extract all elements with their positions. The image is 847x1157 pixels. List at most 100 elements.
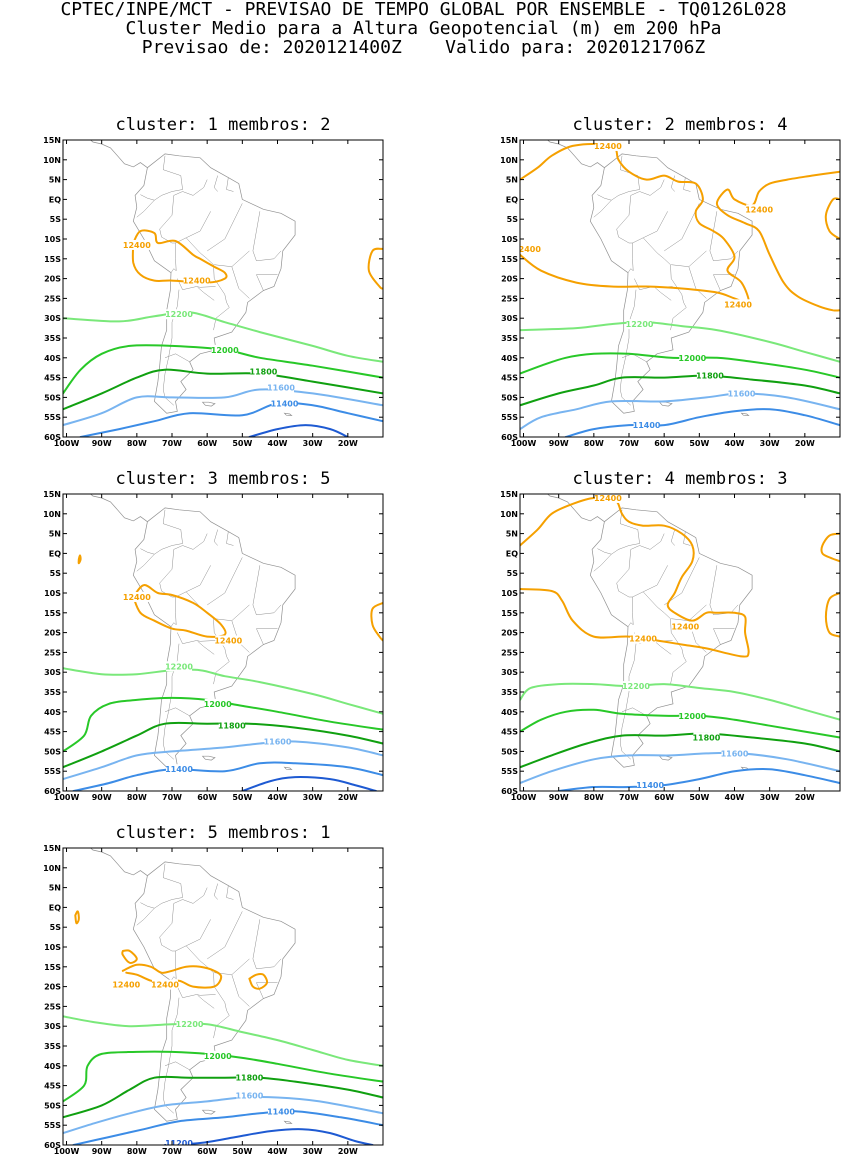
lon-tick-label: 60W [197, 1147, 217, 1156]
contour-line [79, 401, 383, 437]
contour-label: 12200 [626, 320, 654, 329]
lon-tick-label: 100W [54, 1147, 80, 1156]
contour-label-bg [679, 352, 706, 363]
political-border [231, 604, 250, 653]
political-border [611, 509, 640, 555]
contour-line [77, 554, 82, 565]
lat-tick-label: 55S [44, 1121, 61, 1130]
lat-tick-label: 15N [43, 136, 61, 145]
map-frame [519, 493, 841, 792]
island-south-georgia [283, 1120, 293, 1125]
lat-tick-label: 5N [49, 530, 61, 539]
lat-tick-label: 30S [501, 314, 518, 323]
lon-tick-label: 60W [654, 439, 674, 448]
lat-tick-label: 5S [50, 215, 62, 224]
political-border [197, 995, 215, 1009]
political-border [226, 885, 234, 900]
lon-tick-label: 100W [511, 439, 537, 448]
contour-line [63, 1050, 383, 1103]
map-frame [519, 139, 841, 438]
political-border [197, 287, 215, 301]
lat-tick-label: 5S [50, 569, 62, 578]
lat-tick-label: 15N [500, 136, 518, 145]
contour-line [715, 170, 840, 312]
political-border [170, 597, 177, 627]
coastline-central-america [90, 494, 148, 522]
contour-label: 12400 [745, 205, 773, 214]
contour-label-bg [166, 661, 193, 672]
contour-label: 12000 [204, 700, 232, 709]
lat-tick-label: 25S [501, 294, 518, 303]
lat-tick-label: EQ [506, 549, 518, 558]
coastline-south-america [132, 861, 296, 1122]
map-frame [62, 847, 384, 1146]
map-panel-1: cluster: 1 membros: 2 12400 12400 12200 1200… [43, 114, 384, 448]
lat-tick-label: 35S [44, 1042, 61, 1051]
contour-label-bg [166, 764, 193, 775]
lat-tick-label: 60S [44, 433, 61, 442]
political-border [671, 618, 689, 621]
political-border [619, 643, 637, 760]
contour-label: 11400 [633, 421, 661, 430]
political-border [175, 591, 230, 673]
lat-tick-label: 45S [44, 1082, 61, 1091]
lon-tick-label: 20W [338, 793, 358, 802]
political-border [593, 548, 612, 572]
lat-tick-label: 40S [501, 354, 518, 363]
island-south-georgia [283, 412, 293, 417]
political-border [642, 565, 668, 593]
lon-tick-label: 90W [92, 793, 112, 802]
lat-tick-label: 55S [501, 767, 518, 776]
contour-label: 11800 [250, 368, 278, 377]
lat-tick-label: 60S [501, 787, 518, 796]
political-border [256, 274, 278, 291]
political-border [185, 211, 211, 239]
political-border [213, 529, 218, 546]
contour-label-bg [626, 319, 653, 330]
lon-tick-label: 70W [162, 1147, 182, 1156]
map-panel-4: cluster: 4 membros: 3 12400 12400 12400 1220… [500, 469, 841, 802]
contour-line [72, 1110, 383, 1145]
contour-label-bg [268, 1106, 295, 1117]
political-border [164, 1061, 190, 1071]
lat-tick-label: 45S [501, 374, 518, 383]
coastline-caribbean [107, 114, 116, 137]
political-border [627, 597, 634, 627]
lon-tick-label: 50W [689, 793, 709, 802]
lat-tick-label: 55S [44, 413, 61, 422]
contour-line [63, 696, 383, 753]
lat-tick-label: 60S [501, 433, 518, 442]
lat-tick-label: 15N [43, 844, 61, 853]
map-content: 12400 12400 12200 12000 11800 11600 11400 [63, 114, 383, 437]
lon-tick-label: 90W [549, 793, 569, 802]
lon-tick-label: 70W [619, 439, 639, 448]
political-border [214, 618, 232, 621]
contour-label-bg [696, 370, 723, 381]
contour-line [520, 708, 840, 739]
lon-tick-label: 30W [303, 1147, 323, 1156]
contour-label-bg [123, 591, 150, 602]
contour-label-bg [520, 243, 541, 254]
contour-label: 11600 [721, 749, 749, 758]
lon-tick-label: 60W [654, 793, 674, 802]
contour-label: 12000 [204, 1052, 232, 1061]
contour-label: 11600 [728, 389, 756, 398]
lon-tick-label: 40W [725, 793, 745, 802]
lat-tick-label: 10S [501, 589, 518, 598]
lat-tick-label: 10N [43, 156, 61, 165]
map-panel-3: cluster: 3 membros: 5 12400 12400 12200 1200… [43, 469, 384, 802]
lat-tick-label: 40S [501, 708, 518, 717]
political-border [654, 641, 672, 655]
lat-tick-label: 10S [44, 589, 61, 598]
lat-tick-label: 40S [44, 708, 61, 717]
lat-tick-label: 5N [506, 530, 518, 539]
political-border [213, 175, 218, 192]
lat-tick-label: EQ [49, 195, 61, 204]
contour-label-bg [123, 239, 150, 250]
map-frame [62, 493, 384, 792]
lat-tick-label: 40S [44, 1062, 61, 1071]
island-falklands [201, 755, 216, 761]
political-border [136, 194, 155, 218]
contour-label-bg [728, 388, 755, 399]
contour-line [520, 751, 840, 785]
